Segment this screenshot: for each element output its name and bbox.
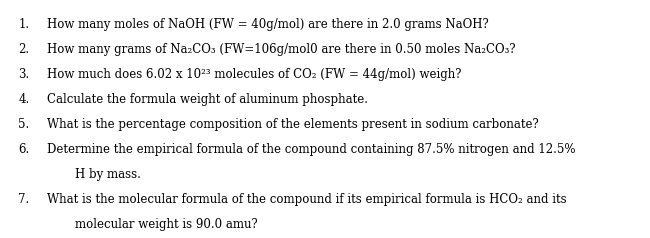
- Text: 1.: 1.: [18, 18, 29, 31]
- Text: What is the percentage composition of the elements present in sodium carbonate?: What is the percentage composition of th…: [47, 118, 539, 131]
- Text: How many moles of NaOH (FW = 40g/mol) are there in 2.0 grams NaOH?: How many moles of NaOH (FW = 40g/mol) ar…: [47, 18, 489, 31]
- Text: molecular weight is 90.0 amu?: molecular weight is 90.0 amu?: [75, 218, 257, 231]
- Text: 6.: 6.: [18, 143, 29, 156]
- Text: 7.: 7.: [18, 193, 29, 206]
- Text: H by mass.: H by mass.: [75, 168, 140, 181]
- Text: 3.: 3.: [18, 68, 29, 81]
- Text: Determine the empirical formula of the compound containing 87.5% nitrogen and 12: Determine the empirical formula of the c…: [47, 143, 575, 156]
- Text: What is the molecular formula of the compound if its empirical formula is HCO₂ a: What is the molecular formula of the com…: [47, 193, 566, 206]
- Text: Calculate the formula weight of aluminum phosphate.: Calculate the formula weight of aluminum…: [47, 93, 368, 106]
- Text: 5.: 5.: [18, 118, 29, 131]
- Text: 2.: 2.: [18, 43, 29, 56]
- Text: How many grams of Na₂CO₃ (FW=106g/mol0 are there in 0.50 moles Na₂CO₃?: How many grams of Na₂CO₃ (FW=106g/mol0 a…: [47, 43, 515, 56]
- Text: How much does 6.02 x 10²³ molecules of CO₂ (FW = 44g/mol) weigh?: How much does 6.02 x 10²³ molecules of C…: [47, 68, 462, 81]
- Text: 4.: 4.: [18, 93, 29, 106]
